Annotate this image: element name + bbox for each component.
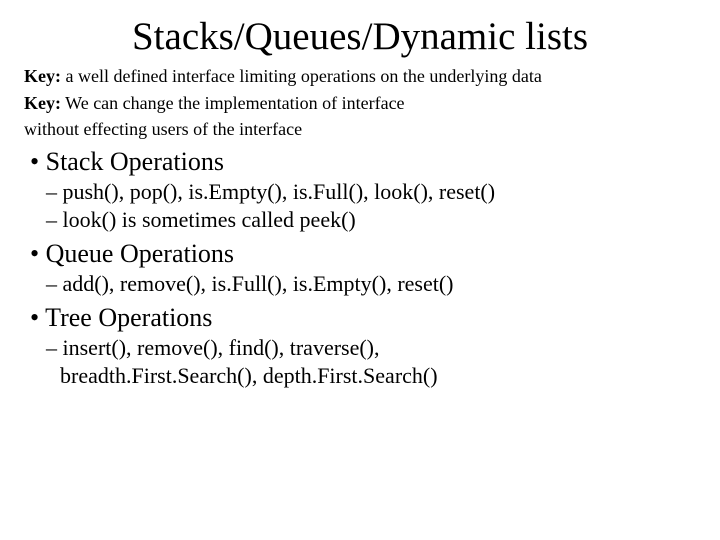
- tree-heading: Tree Operations: [24, 303, 696, 333]
- key-point-2: Key: We can change the implementation of…: [24, 92, 696, 115]
- key-point-1: Key: a well defined interface limiting o…: [24, 65, 696, 88]
- key-label-2: Key:: [24, 93, 61, 113]
- queue-heading: Queue Operations: [24, 239, 696, 269]
- key-point-2-cont: without effecting users of the interface: [24, 118, 696, 141]
- key-label-1: Key:: [24, 66, 61, 86]
- key-text-1: a well defined interface limiting operat…: [61, 66, 542, 86]
- key-text-2-line1: We can change the implementation of inte…: [61, 93, 405, 113]
- stack-heading: Stack Operations: [24, 147, 696, 177]
- queue-ops-line1: add(), remove(), is.Full(), is.Empty(), …: [24, 271, 696, 297]
- stack-ops-line1: push(), pop(), is.Empty(), is.Full(), lo…: [24, 179, 696, 205]
- stack-ops-line2: look() is sometimes called peek(): [24, 207, 696, 233]
- slide-title: Stacks/Queues/Dynamic lists: [24, 14, 696, 59]
- tree-ops-line2: breadth.First.Search(), depth.First.Sear…: [24, 363, 696, 389]
- slide-container: Stacks/Queues/Dynamic lists Key: a well …: [0, 0, 720, 401]
- tree-ops-line1: insert(), remove(), find(), traverse(),: [24, 335, 696, 361]
